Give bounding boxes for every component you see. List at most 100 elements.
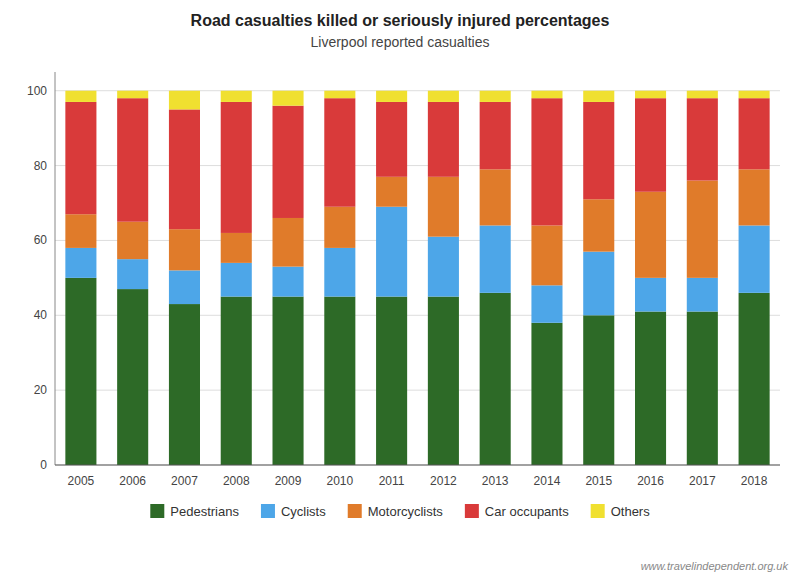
grid-line: [55, 165, 780, 166]
legend-item: Motorcyclists: [348, 504, 444, 519]
chart: Road casualties killed or seriously inju…: [0, 0, 800, 580]
y-grid: [55, 91, 780, 465]
bar-segment: [221, 91, 252, 102]
bar-segment: [117, 289, 148, 465]
bar-segment: [65, 278, 96, 465]
bar-segment: [376, 207, 407, 297]
bar-segment: [739, 293, 770, 465]
y-tick-label: 20: [34, 383, 48, 397]
bar-segment: [324, 248, 355, 297]
bar-segment: [583, 315, 614, 465]
bar-segment: [531, 323, 562, 465]
bar-segment: [531, 91, 562, 98]
bar-segment: [531, 285, 562, 322]
bar-segment: [376, 102, 407, 177]
bar-segment: [324, 98, 355, 207]
x-tick-label: 2018: [741, 474, 768, 488]
bar-segment: [117, 222, 148, 259]
bar-segment: [635, 192, 666, 278]
bar-segment: [65, 102, 96, 214]
bar-segment: [117, 91, 148, 98]
y-tick-label: 60: [34, 233, 48, 247]
bar-segment: [687, 312, 718, 465]
bar-segment: [65, 91, 96, 102]
y-tick-label: 100: [27, 84, 47, 98]
bar-segment: [324, 91, 355, 98]
bar-segment: [739, 169, 770, 225]
x-tick-label: 2017: [689, 474, 716, 488]
legend-item: Pedestrians: [150, 504, 239, 519]
title: Road casualties killed or seriously inju…: [191, 12, 610, 29]
bar-segment: [221, 263, 252, 297]
bar-segment: [428, 91, 459, 102]
grid-line: [55, 315, 780, 316]
grid-line: [55, 465, 780, 466]
bar-segment: [221, 233, 252, 263]
bar-segment: [687, 278, 718, 312]
y-tick-label: 80: [34, 159, 48, 173]
legend-item: Others: [591, 504, 651, 519]
bar-segment: [273, 297, 304, 465]
bar-segment: [169, 304, 200, 465]
x-tick-label: 2016: [637, 474, 664, 488]
bar-segment: [480, 293, 511, 465]
bar-segment: [583, 199, 614, 251]
x-tick-label: 2014: [534, 474, 561, 488]
legend-swatch: [150, 504, 164, 518]
grid-line: [55, 90, 780, 91]
bar-segment: [273, 267, 304, 297]
bar-segment: [687, 181, 718, 278]
legend-label: Motorcyclists: [368, 504, 444, 519]
x-tick-label: 2012: [430, 474, 457, 488]
bar-segment: [428, 177, 459, 237]
bar-segment: [635, 91, 666, 98]
bar-segment: [583, 91, 614, 102]
x-tick-label: 2009: [275, 474, 302, 488]
bar-segment: [531, 225, 562, 285]
x-axis-line: [55, 465, 780, 466]
legend-label: Others: [611, 504, 651, 519]
bar-segment: [739, 91, 770, 98]
bar-segment: [169, 91, 200, 110]
bar-segment: [324, 207, 355, 248]
bar-segment: [221, 297, 252, 465]
bar-segment: [117, 259, 148, 289]
legend: PedestriansCyclistsMotorcyclistsCar occu…: [150, 504, 650, 519]
bar-segment: [324, 297, 355, 465]
bar-segment: [65, 214, 96, 248]
subtitle: Liverpool reported casualties: [311, 34, 490, 50]
bar-segment: [480, 91, 511, 102]
grid-line: [55, 240, 780, 241]
legend-swatch: [261, 504, 275, 518]
legend-label: Car occupants: [485, 504, 569, 519]
y-axis-line: [55, 72, 56, 465]
x-tick-label: 2013: [482, 474, 509, 488]
bar-segment: [687, 91, 718, 98]
legend-label: Pedestrians: [170, 504, 239, 519]
bar-segment: [635, 278, 666, 312]
bar-segment: [480, 102, 511, 169]
bar-segment: [376, 91, 407, 102]
bar-segment: [428, 297, 459, 465]
bar-segment: [480, 169, 511, 225]
bar-segment: [583, 252, 614, 316]
bar-segment: [376, 297, 407, 465]
x-tick-label: 2005: [68, 474, 95, 488]
bars: [65, 91, 769, 465]
bar-segment: [169, 109, 200, 229]
x-tick-label: 2008: [223, 474, 250, 488]
bar-segment: [531, 98, 562, 225]
legend-swatch: [348, 504, 362, 518]
bar-segment: [739, 225, 770, 292]
bar-segment: [117, 98, 148, 222]
grid-line: [55, 390, 780, 391]
legend-item: Car occupants: [465, 504, 569, 519]
bar-segment: [376, 177, 407, 207]
legend-swatch: [591, 504, 605, 518]
bar-segment: [273, 91, 304, 106]
x-tick-label: 2010: [326, 474, 353, 488]
x-tick-label: 2015: [585, 474, 612, 488]
y-tick-label: 40: [34, 308, 48, 322]
bar-segment: [169, 270, 200, 304]
bar-segment: [428, 237, 459, 297]
